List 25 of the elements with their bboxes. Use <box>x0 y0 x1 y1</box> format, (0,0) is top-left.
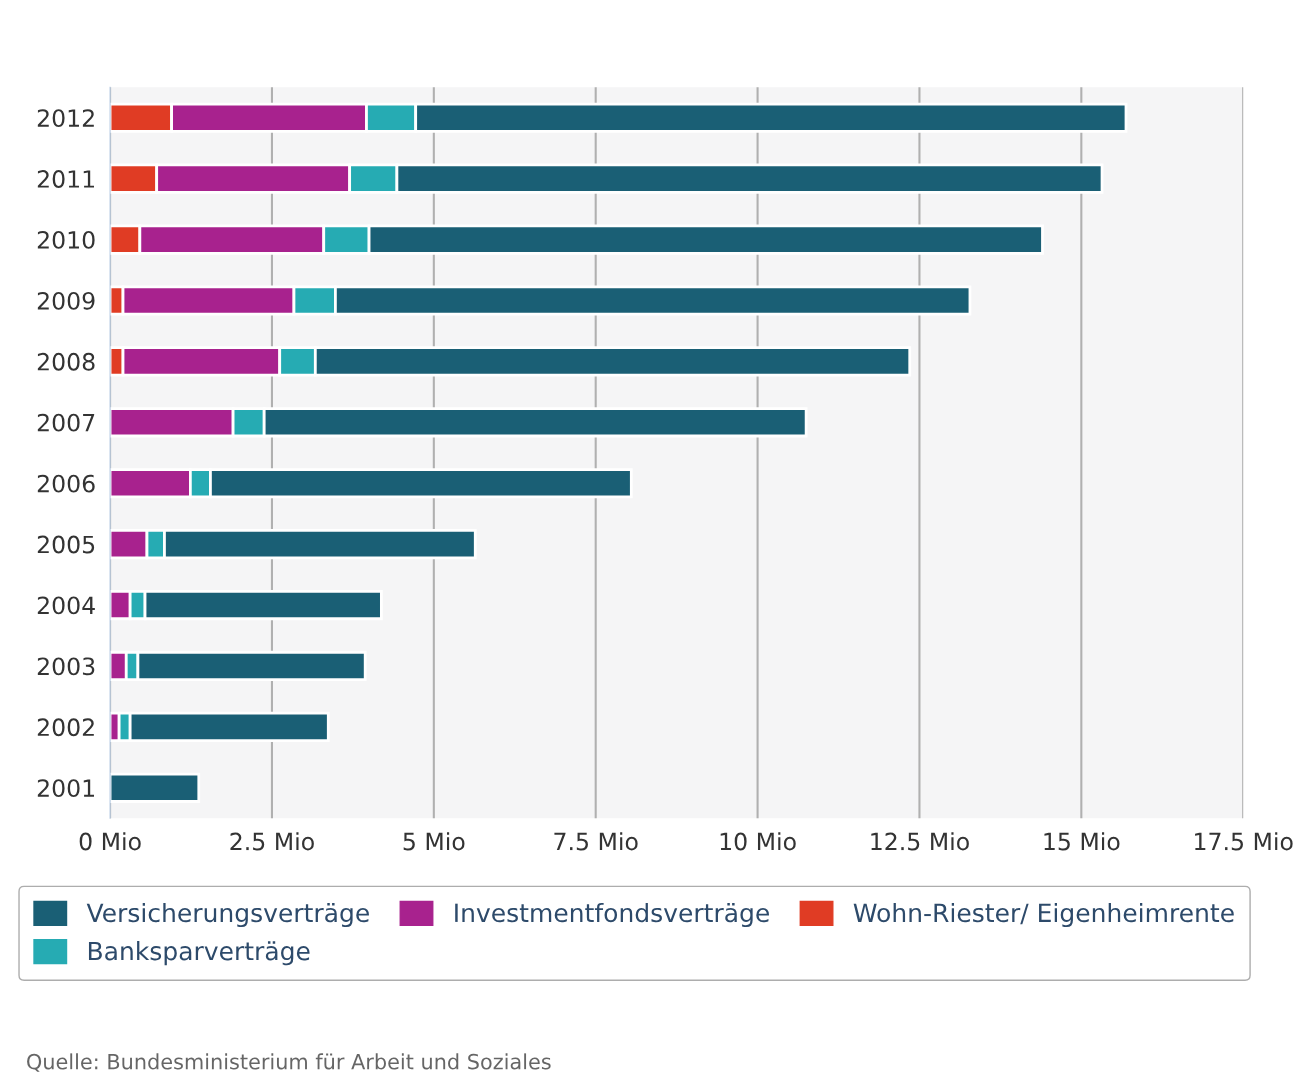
x-tick-label: 15 Mio <box>1044 832 1120 851</box>
y-tick-label: 2002 <box>37 718 94 737</box>
x-tick-label: 2.5 Mio <box>230 832 314 851</box>
y-tick-label: 2004 <box>37 596 95 615</box>
y-tick-label: 2007 <box>37 413 95 432</box>
x-tick-label: 10 Mio <box>720 832 796 851</box>
x-tick-label: 5 Mio <box>403 832 465 851</box>
y-tick-label: 2009 <box>37 291 95 310</box>
source-note: Quelle: Bundesministerium für Arbeit und Soziales <box>27 1053 551 1072</box>
x-tick-label: 7.5 Mio <box>554 832 638 851</box>
legend-label: Investmentfondsverträge <box>455 902 769 928</box>
legend-label: Wohn-Riester/ Eigenheimrente <box>853 902 1234 928</box>
y-tick-label: 2001 <box>37 779 94 798</box>
y-tick-label: 2005 <box>37 535 95 554</box>
y-tick-label: 2012 <box>37 109 94 128</box>
y-tick-label: 2006 <box>37 474 95 493</box>
legend-label: Banksparverträge <box>88 941 310 966</box>
y-tick-label: 2008 <box>37 352 95 371</box>
y-tick-label: 2011 <box>37 170 94 188</box>
y-tick-label: 2003 <box>37 657 95 676</box>
x-tick-label: 12.5 Mio <box>871 832 969 851</box>
y-tick-label: 2010 <box>37 231 95 249</box>
x-tick-label: 0 Mio <box>79 832 141 851</box>
legend-label: Versicherungsverträge <box>86 902 369 928</box>
x-tick-label: 17.5 Mio <box>1195 832 1293 851</box>
